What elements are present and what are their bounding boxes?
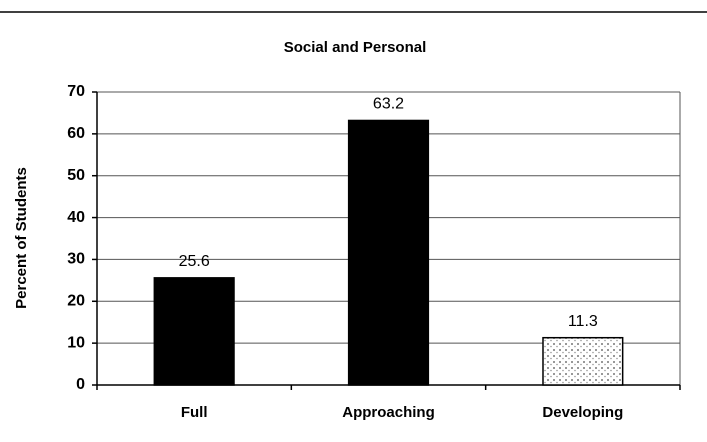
y-tick-label: 20 bbox=[67, 293, 85, 310]
data-label: 63.2 bbox=[373, 96, 404, 113]
y-tick-label: 60 bbox=[67, 125, 85, 142]
bar bbox=[347, 119, 430, 386]
x-tick-label: Full bbox=[181, 404, 208, 421]
y-tick-label: 50 bbox=[67, 167, 85, 184]
y-tick-label: 10 bbox=[67, 334, 85, 351]
bar bbox=[153, 277, 235, 386]
x-tick-label: Approaching bbox=[342, 404, 435, 421]
data-label: 11.3 bbox=[568, 313, 598, 330]
bar bbox=[542, 336, 624, 386]
y-tick-label: 0 bbox=[76, 376, 85, 393]
y-axis-label: Percent of Students bbox=[13, 167, 30, 309]
y-tick-label: 30 bbox=[67, 251, 85, 268]
data-label: 25.6 bbox=[179, 253, 210, 270]
y-tick-label: 70 bbox=[67, 83, 85, 100]
y-tick-label: 40 bbox=[67, 209, 85, 226]
x-tick-label: Developing bbox=[542, 404, 623, 421]
chart-title: Social and Personal bbox=[284, 39, 427, 56]
